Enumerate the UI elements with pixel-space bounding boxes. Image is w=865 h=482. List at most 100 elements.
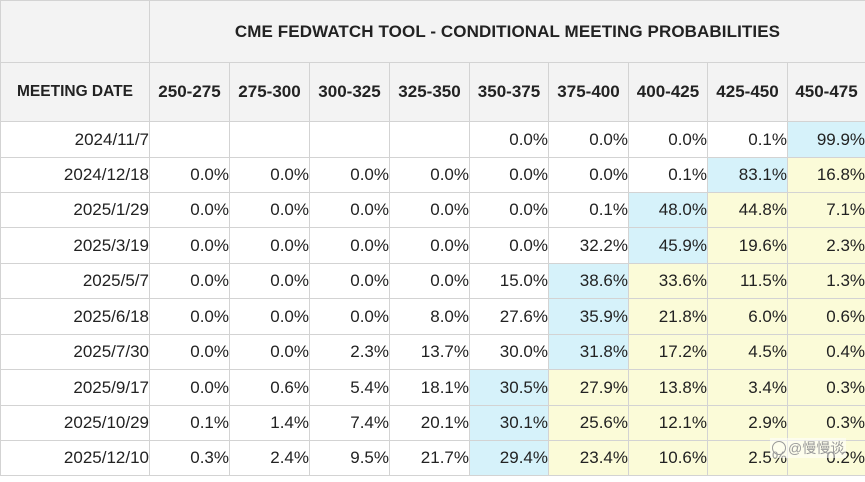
meeting-date-cell: 2025/6/18: [0, 298, 150, 335]
probability-cell: 45.9%: [628, 227, 708, 264]
probability-cell: 33.6%: [628, 263, 708, 299]
probability-cell: 0.0%: [149, 263, 230, 299]
probability-cell: 18.1%: [389, 369, 470, 406]
probability-cell: 0.0%: [469, 192, 549, 228]
watermark-text: @慢慢谈: [788, 440, 845, 456]
probability-cell: 2.3%: [786, 227, 865, 264]
probability-cell: 0.6%: [786, 298, 865, 335]
meeting-date-cell: 2025/7/30: [0, 334, 150, 370]
probability-cell: 15.0%: [469, 263, 549, 299]
probability-cell: 2.9%: [707, 405, 788, 441]
probability-cell: 0.0%: [229, 263, 310, 299]
probability-cell: 0.1%: [628, 157, 708, 193]
table-row: 2025/5/7 0.0% 0.0% 0.0% 0.0% 15.0% 38.6% 33.6% 1…: [0, 263, 865, 299]
probability-cell: [389, 121, 470, 158]
probability-cell: 0.6%: [229, 369, 310, 406]
probability-cell: 32.2%: [548, 227, 629, 264]
probability-cell: 0.0%: [309, 227, 390, 264]
table-row: 2025/7/30 0.0% 0.0% 2.3% 13.7% 30.0% 31.8% 17.2…: [0, 334, 865, 370]
probability-cell: 0.1%: [149, 405, 230, 441]
watermark-icon: [772, 441, 786, 455]
probability-cell: 27.6%: [469, 298, 549, 335]
corner-cell: [0, 0, 150, 63]
table-row: 2025/6/18 0.0% 0.0% 0.0% 8.0% 27.6% 35.9% 21.8%…: [0, 298, 865, 335]
probability-cell: 0.0%: [149, 298, 230, 335]
probability-cell: 11.5%: [707, 263, 788, 299]
column-header: 350-375: [469, 62, 549, 122]
probability-cell: 7.4%: [309, 405, 390, 441]
column-header: 275-300: [229, 62, 310, 122]
column-header: 450-475: [786, 62, 865, 122]
meeting-date-cell: 2024/11/7: [0, 121, 150, 158]
probability-cell: 0.0%: [149, 227, 230, 264]
probability-cell: 0.0%: [548, 157, 629, 193]
column-header: 325-350: [389, 62, 470, 122]
column-header: 400-425: [628, 62, 708, 122]
probability-cell: 0.0%: [149, 192, 230, 228]
probability-cell: 2.4%: [229, 440, 310, 476]
probability-cell: 17.2%: [628, 334, 708, 370]
probability-cell: 0.0%: [389, 192, 470, 228]
probability-cell: 0.0%: [389, 263, 470, 299]
probability-cell: 0.3%: [149, 440, 230, 476]
probability-cell: 0.1%: [707, 121, 788, 158]
probability-cell: 48.0%: [628, 192, 708, 228]
probability-cell: 0.1%: [548, 192, 629, 228]
table-row: 2024/12/18 0.0% 0.0% 0.0% 0.0% 0.0% 0.0% 0.1% 83…: [0, 157, 865, 193]
probability-cell: 0.3%: [786, 405, 865, 441]
probability-cell: 0.0%: [229, 227, 310, 264]
probability-cell: 27.9%: [548, 369, 629, 406]
probability-cell: [309, 121, 390, 158]
probability-cell: 99.9%: [786, 121, 865, 158]
probability-cell: 0.0%: [469, 157, 549, 193]
probability-cell: 1.3%: [786, 263, 865, 299]
meeting-date-header: MEETING DATE: [0, 62, 150, 122]
probability-cell: 0.0%: [469, 227, 549, 264]
probability-cell: 7.1%: [786, 192, 865, 228]
probability-cell: 1.4%: [229, 405, 310, 441]
column-header: 300-325: [309, 62, 390, 122]
meeting-date-cell: 2025/9/17: [0, 369, 150, 406]
probability-cell: 0.0%: [309, 192, 390, 228]
probability-cell: 83.1%: [707, 157, 788, 193]
probability-cell: 6.0%: [707, 298, 788, 335]
meeting-date-cell: 2025/5/7: [0, 263, 150, 299]
probability-cell: 30.0%: [469, 334, 549, 370]
title-row: CME FEDWATCH TOOL - CONDITIONAL MEETING …: [0, 0, 865, 63]
probability-cell: 0.4%: [786, 334, 865, 370]
table-title: CME FEDWATCH TOOL - CONDITIONAL MEETING …: [148, 0, 865, 63]
probability-cell: 2.3%: [309, 334, 390, 370]
probability-cell: 0.0%: [389, 227, 470, 264]
probability-cell: 0.0%: [309, 298, 390, 335]
meeting-date-cell: 2025/12/10: [0, 440, 150, 476]
probability-cell: 20.1%: [389, 405, 470, 441]
meeting-date-cell: 2025/10/29: [0, 405, 150, 441]
probability-cell: [229, 121, 310, 158]
probability-cell: 12.1%: [628, 405, 708, 441]
table-row: 2025/3/19 0.0% 0.0% 0.0% 0.0% 0.0% 32.2% 45.9% 1…: [0, 227, 865, 264]
table-row: 2025/12/10 0.3% 2.4% 9.5% 21.7% 29.4% 23.4% 10.…: [0, 440, 865, 476]
probability-cell: 0.0%: [229, 192, 310, 228]
probability-cell: 13.8%: [628, 369, 708, 406]
probability-cell: 13.7%: [389, 334, 470, 370]
column-header: 425-450: [707, 62, 788, 122]
column-header: 250-275: [149, 62, 230, 122]
table-row: 2024/11/7 0.0% 0.0% 0.0% 0.1% 99.9%: [0, 121, 865, 158]
meeting-date-cell: 2025/1/29: [0, 192, 150, 228]
probability-cell: 16.8%: [786, 157, 865, 193]
table-row: 2025/10/29 0.1% 1.4% 7.4% 20.1% 30.1% 25.6% 12.…: [0, 405, 865, 441]
table-row: 2025/9/17 0.0% 0.6% 5.4% 18.1% 30.5% 27.9% 13.8…: [0, 369, 865, 406]
probability-cell: 19.6%: [707, 227, 788, 264]
probability-cell: 10.6%: [628, 440, 708, 476]
probability-cell: 0.3%: [786, 369, 865, 406]
probability-cell: 5.4%: [309, 369, 390, 406]
probability-cell: 25.6%: [548, 405, 629, 441]
probability-cell: 30.5%: [469, 369, 549, 406]
probability-cell: 23.4%: [548, 440, 629, 476]
probability-cell: 31.8%: [548, 334, 629, 370]
probability-cell: 30.1%: [469, 405, 549, 441]
header-row: MEETING DATE 250-275 275-300 300-325 325-35…: [0, 62, 865, 122]
probability-cell: 9.5%: [309, 440, 390, 476]
